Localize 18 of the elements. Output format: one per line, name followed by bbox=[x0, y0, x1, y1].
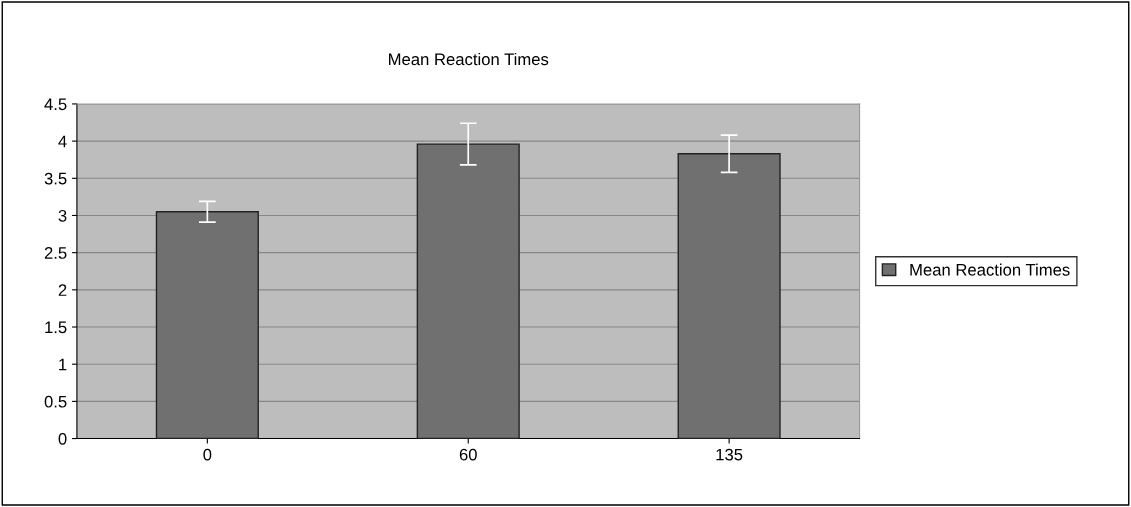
x-tick-label: 0 bbox=[203, 448, 212, 461]
legend-label: Mean Reaction Times bbox=[910, 263, 1070, 276]
y-tick-label: 0 bbox=[58, 432, 67, 445]
y-tick-label: 1.5 bbox=[45, 321, 67, 334]
y-tick-label: 0.5 bbox=[44, 395, 67, 408]
y-tick-label: 2 bbox=[58, 284, 67, 296]
y-tick-label: 4.5 bbox=[44, 98, 67, 111]
chart-title: Mean Reaction Times bbox=[389, 52, 549, 66]
y-tick-label: 3.5 bbox=[44, 172, 67, 185]
y-tick-label: 2.5 bbox=[44, 247, 67, 259]
y-tick-label: 4 bbox=[58, 135, 67, 148]
y-tick-label: 3 bbox=[58, 209, 67, 222]
x-tick-label: 60 bbox=[459, 448, 477, 461]
bar bbox=[677, 153, 781, 439]
bar bbox=[416, 143, 520, 439]
x-tick-label: 135 bbox=[716, 448, 743, 461]
y-tick-label: 1 bbox=[59, 358, 67, 371]
bar bbox=[155, 211, 259, 439]
